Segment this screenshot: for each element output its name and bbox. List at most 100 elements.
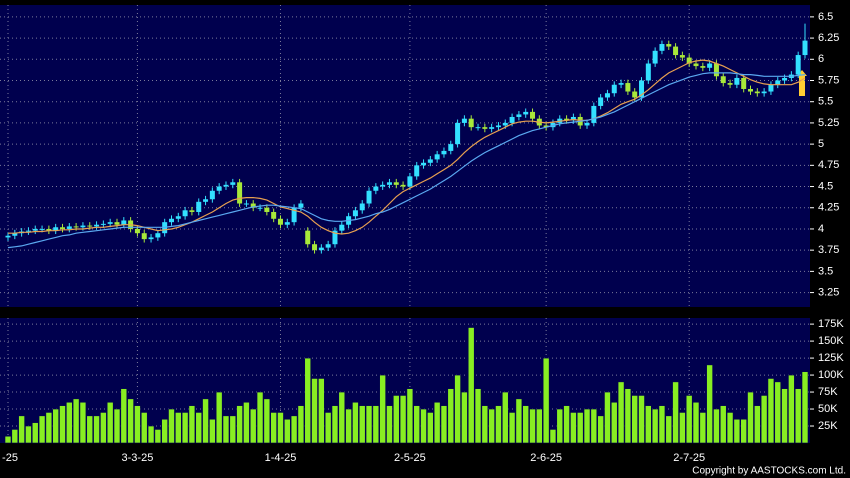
volume-bar — [100, 412, 107, 444]
candle-body — [455, 122, 461, 145]
volume-bar — [134, 405, 141, 444]
candle-body — [802, 40, 808, 56]
candle-body — [312, 244, 318, 251]
candle-body — [666, 44, 672, 47]
candle-body — [516, 114, 522, 117]
y-tick-label: 3.25 — [818, 286, 839, 298]
volume-bar — [413, 405, 421, 444]
candle-body — [53, 227, 59, 231]
candle-body — [448, 144, 454, 151]
candle-body — [237, 182, 243, 204]
candle-body — [189, 210, 195, 212]
volume-bar — [406, 388, 414, 444]
volume-bar — [706, 364, 713, 444]
candle-body — [421, 162, 427, 166]
candle-body — [94, 224, 100, 227]
volume-bar — [576, 412, 584, 444]
volume-bar — [433, 401, 441, 444]
candle-body — [107, 222, 113, 224]
candle-body — [134, 228, 140, 234]
volume-bar — [556, 408, 564, 444]
volume-bar — [188, 405, 196, 444]
volume-bar — [719, 405, 727, 444]
candle-body — [243, 203, 249, 205]
candle-body — [686, 57, 692, 64]
volume-bar — [11, 429, 19, 444]
volume-bar — [215, 391, 223, 444]
candle-body — [673, 46, 679, 56]
candle-body — [468, 118, 474, 128]
candle-body — [748, 88, 754, 92]
candle-body — [427, 159, 433, 163]
volume-bar — [236, 405, 243, 444]
candle-body — [393, 182, 399, 185]
candle-body — [652, 50, 658, 64]
volume-bar — [86, 415, 94, 444]
volume-bar — [229, 415, 237, 444]
candle-body — [59, 227, 65, 229]
candle-body — [659, 44, 665, 51]
candle-body — [46, 228, 52, 231]
candle-body — [530, 111, 536, 119]
volume-bar — [638, 395, 645, 444]
volume-bar — [754, 405, 761, 444]
candle-body — [611, 84, 617, 94]
candle-body — [495, 125, 501, 128]
volume-bar — [583, 408, 591, 444]
volume-bar — [760, 395, 768, 444]
volume-bar — [733, 418, 741, 444]
volume-bar — [311, 378, 318, 444]
volume-bar — [392, 395, 400, 444]
volume-bar — [106, 401, 114, 444]
candle-body — [761, 91, 767, 94]
volume-bar — [345, 408, 352, 444]
arrow-marker — [797, 70, 807, 96]
volume-bar — [25, 425, 32, 444]
y-tick-label: 125K — [818, 352, 844, 364]
candle-body — [489, 127, 495, 129]
volume-bar — [617, 381, 625, 444]
candle-body — [754, 91, 760, 94]
candle-body — [298, 203, 304, 208]
volume-bar — [713, 408, 720, 444]
candle-body — [509, 116, 515, 123]
volume-bar — [4, 435, 12, 444]
candle-body — [39, 228, 45, 230]
candle-body — [175, 216, 181, 219]
volume-bar — [38, 415, 46, 444]
volume-bar — [304, 357, 312, 444]
volume-bar — [604, 391, 611, 444]
volume-bar — [202, 398, 209, 444]
candle-body — [639, 80, 645, 98]
candle-body — [121, 220, 127, 225]
volume-bar — [624, 388, 632, 444]
volume-bar — [59, 405, 66, 444]
candle-body — [203, 199, 209, 202]
volume-bar — [781, 388, 788, 444]
x-tick-label: 2-5-25 — [394, 452, 426, 464]
volume-bar — [427, 412, 434, 444]
volume-bar — [699, 412, 707, 444]
volume-bar — [263, 398, 271, 444]
y-tick-label: 3.75 — [818, 244, 839, 256]
candle-body — [618, 83, 624, 85]
candle-body — [713, 63, 719, 77]
volume-bar — [79, 401, 87, 444]
volume-bar — [72, 398, 80, 444]
candle-body — [775, 80, 781, 85]
candle-body — [230, 182, 236, 185]
x-tick-label: 3-3-25 — [122, 452, 154, 464]
volume-bar — [672, 381, 679, 444]
volume-bar — [147, 425, 155, 444]
volume-bar — [447, 388, 455, 444]
y-tick-label: 5.25 — [818, 117, 839, 129]
volume-bar — [283, 418, 291, 444]
volume-bar — [645, 405, 652, 444]
candle-body — [632, 91, 638, 98]
candle-body — [359, 203, 365, 211]
candle-body — [768, 84, 774, 92]
candle-body — [155, 233, 161, 238]
volume-bar — [590, 408, 598, 444]
candle-body — [141, 233, 147, 240]
